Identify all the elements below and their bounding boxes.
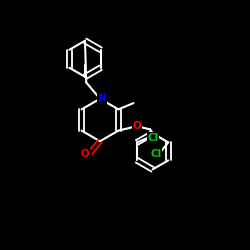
- Text: Cl: Cl: [150, 148, 161, 158]
- Text: O: O: [132, 122, 141, 131]
- Text: Cl: Cl: [147, 133, 158, 143]
- Text: O: O: [80, 149, 90, 159]
- Text: N: N: [98, 93, 106, 103]
